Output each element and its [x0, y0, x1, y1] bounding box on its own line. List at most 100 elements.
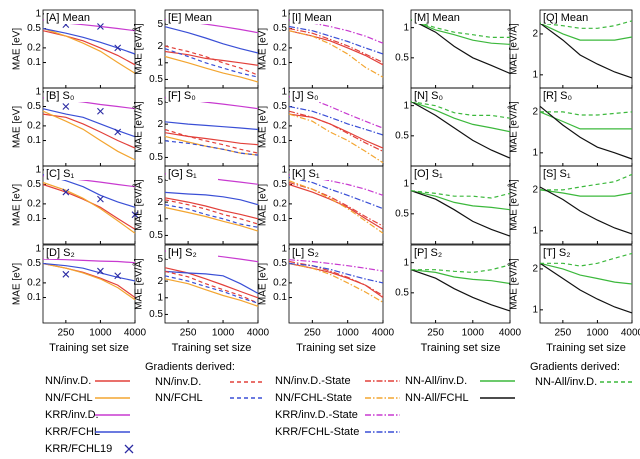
x-tick-label: 1000 [89, 328, 112, 339]
panel-frame [164, 244, 259, 324]
series-line [164, 128, 259, 154]
x-tick-label: 250 [427, 328, 444, 339]
y-tick-label: 1 [532, 304, 538, 315]
cross-marker [97, 267, 104, 275]
legend-label: NN-All/FCHL [405, 392, 469, 404]
y-axis-label: MAE [eV/Å] [507, 101, 520, 153]
x-tick-label: 1000 [586, 328, 609, 339]
panel-title: [M] Mean [414, 12, 460, 24]
x-axis-label: Training set size [296, 342, 376, 354]
y-tick-label: 0.1 [273, 135, 287, 146]
x-tick-label: 4000 [247, 328, 270, 339]
series-line [42, 27, 136, 55]
series-line [288, 25, 384, 55]
y-tick-label: 0.5 [27, 258, 41, 269]
title-bg [412, 89, 464, 102]
legend-swatch [124, 444, 134, 454]
y-axis-label: MAE [eV] [12, 263, 23, 305]
title-bg [412, 167, 464, 180]
x-tick-label: 4000 [621, 328, 640, 339]
series-line [410, 100, 511, 119]
x-tick-label: 250 [555, 328, 572, 339]
series-line [539, 262, 633, 314]
panel-title: [F] S₀ [168, 90, 196, 102]
legend-label: NN/inv.D. [45, 375, 91, 387]
y-axis-label: MAE [eV/Å] [132, 23, 145, 75]
panel-frame [288, 244, 384, 324]
title-bg [412, 11, 464, 24]
y-tick-label: 0.2 [273, 278, 287, 289]
series-line [410, 19, 510, 38]
y-tick-label: 0.5 [149, 74, 163, 85]
y-axis-label: MAE [eV/Å] [507, 179, 520, 231]
panel-frame [410, 165, 511, 245]
panel-title: [B] S₀ [46, 90, 74, 102]
y-tick-label: 0.5 [27, 179, 41, 190]
panel-title: [C] S₁ [46, 168, 74, 180]
cross-marker [97, 107, 104, 115]
panel-title: [O] S₁ [414, 168, 443, 180]
legend-label: NN-All/inv.D. [405, 375, 467, 387]
y-tick-label: 0.1 [273, 213, 287, 224]
series-line [288, 27, 384, 64]
panel-frame [410, 244, 511, 324]
y-tick-label: 0.5 [395, 208, 409, 219]
series-line [539, 22, 633, 41]
y-axis-label: MAE [eV/Å] [132, 101, 145, 153]
y-tick-label: 1 [403, 100, 409, 111]
series-line [42, 113, 136, 149]
series-line [164, 132, 259, 146]
panel-title: [D] S₂ [46, 247, 75, 259]
y-tick-label: 0.5 [149, 152, 163, 163]
cross-marker [114, 128, 122, 136]
series-line [288, 105, 384, 136]
cross-marker [97, 23, 104, 30]
series-line [410, 269, 511, 312]
y-tick-label: 1 [532, 147, 538, 158]
cross-marker [114, 44, 122, 52]
series-line [164, 48, 259, 78]
x-tick-label: 1000 [337, 328, 360, 339]
y-axis-label: MAE [eV] [258, 28, 269, 70]
y-tick-label: 0.5 [273, 23, 287, 34]
series-line [164, 121, 259, 131]
title-bg [44, 167, 96, 180]
panel-title: [N] S₀ [414, 90, 443, 102]
y-tick-label: 2 [532, 107, 538, 118]
series-line [42, 27, 136, 74]
legend-label: NN/FCHL [45, 392, 93, 404]
legend-label: NN/FCHL [155, 392, 203, 404]
title-bg [44, 89, 96, 102]
series-line [164, 140, 259, 156]
x-axis-label: Training set size [172, 342, 252, 354]
y-tick-label: 1 [35, 8, 41, 19]
y-tick-label: 0.2 [273, 43, 287, 54]
series-line [42, 108, 136, 138]
y-tick-label: 0.5 [273, 101, 287, 112]
y-tick-label: 1 [532, 225, 538, 236]
series-line [540, 173, 633, 191]
y-axis-label: MAE [eV] [258, 263, 269, 305]
series-line [539, 20, 633, 29]
y-tick-label: 1 [35, 86, 41, 97]
y-tick-label: 0.1 [27, 292, 41, 303]
y-axis-label: MAE [eV] [258, 106, 269, 148]
y-tick-label: 0.5 [149, 309, 163, 320]
y-tick-label: 0.2 [27, 121, 41, 132]
y-tick-label: 0.1 [273, 292, 287, 303]
y-tick-label: 5 [157, 175, 163, 186]
y-tick-label: 5 [157, 19, 163, 30]
y-tick-label: 1 [157, 292, 163, 303]
series-line [164, 278, 259, 307]
y-tick-label: 0.5 [273, 179, 287, 190]
series-line [288, 180, 384, 234]
series-line [539, 186, 633, 235]
y-tick-label: 0.5 [27, 23, 41, 34]
y-tick-label: 1 [35, 243, 41, 254]
series-line [42, 110, 136, 161]
y-tick-label: 2 [157, 119, 163, 130]
y-tick-label: 1 [157, 135, 163, 146]
series-line [42, 30, 136, 66]
series-line [42, 262, 136, 298]
